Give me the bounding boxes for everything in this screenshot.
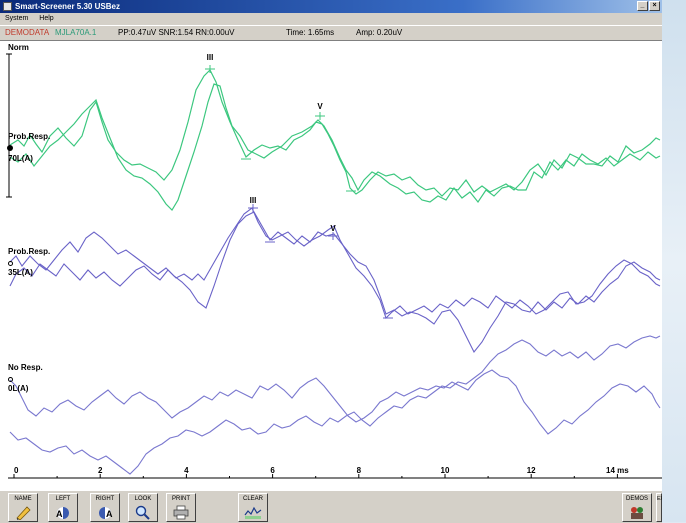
desktop-background [662, 0, 686, 522]
x-tick-label: 2 [98, 466, 103, 475]
magnifier-icon [135, 505, 150, 520]
demos-button-label: DEMOS [625, 496, 648, 502]
x-tick-label: 12 [527, 466, 536, 475]
app-icon [3, 2, 12, 11]
x-tick-label: 14 ms [606, 466, 629, 475]
menu-help[interactable]: Help [39, 15, 54, 22]
right-ear-button[interactable]: RIGHT A [90, 493, 120, 522]
wave-iii-label-mid: III [250, 196, 257, 205]
trace-0l-run1 [9, 369, 661, 435]
close-button[interactable]: × [649, 1, 660, 11]
scale-label: Norm [8, 43, 29, 52]
patient-id: DEMODATA [5, 28, 50, 37]
title-bar: Smart-Screener 5.30 USBez _ × [0, 0, 662, 13]
waveform-plot[interactable]: III V III V 0 2 4 6 8 10 12 14 ms Norm Prob.Res… [0, 40, 662, 488]
print-button[interactable]: PRINT [166, 493, 196, 522]
menu-bar: System Help [0, 13, 662, 25]
left-ear-button[interactable]: LEFT A [48, 493, 78, 522]
look-button[interactable]: LOOK [128, 493, 158, 522]
wave-v-label-mid: V [330, 224, 336, 233]
exit-button-label: EXIT [657, 495, 668, 503]
trace-label-middle: Prob.Resp. [8, 247, 51, 256]
cursor-dot-bottom [8, 377, 13, 382]
look-button-label: LOOK [134, 496, 152, 502]
trace-35l-run1 [9, 211, 661, 354]
app-window: Smart-Screener 5.30 USBez _ × System Hel… [0, 0, 668, 523]
minimize-button[interactable]: _ [637, 1, 648, 11]
trace-label-bottom: No Resp. [8, 363, 43, 372]
pencil-icon [16, 506, 31, 520]
cursor-time: Time: 1.65ms [286, 28, 335, 37]
x-tick-label: 10 [441, 466, 450, 475]
bottom-toolbar: NAME LEFT A RIGHT A LOOK PRINT CLEAR DEM… [0, 490, 668, 523]
left-ear-icon: A [56, 507, 69, 519]
window-title: Smart-Screener 5.30 USBez [15, 2, 120, 11]
clear-button[interactable]: CLEAR [238, 493, 268, 522]
cursor-dot-top [7, 145, 13, 151]
trace-0l-run2 [9, 335, 661, 475]
right-button-label: RIGHT [95, 496, 115, 502]
cursor-dot-middle [8, 261, 13, 266]
name-button-label: NAME [14, 496, 32, 502]
print-button-label: PRINT [172, 496, 190, 502]
wave-iii-label-top: III [207, 53, 214, 62]
x-tick-label: 4 [184, 466, 189, 475]
trace-70l-run1 [9, 68, 661, 197]
svg-text:A: A [56, 509, 63, 519]
cursor-amplitude: Amp: 0.20uV [356, 28, 403, 37]
window-controls: _ × [637, 1, 660, 11]
trace-70l-run2 [9, 83, 661, 211]
x-tick-label: 8 [357, 466, 362, 475]
signal-stats: PP:0.47uV SNR:1.54 RN:0.00uV [118, 28, 235, 37]
name-button[interactable]: NAME [8, 493, 38, 522]
printer-icon [173, 505, 189, 520]
clear-button-label: CLEAR [242, 496, 263, 502]
left-button-label: LEFT [55, 496, 71, 502]
trace-35l-run2 [9, 207, 661, 320]
info-bar: DEMODATA MJLA70A.1 PP:0.47uV SNR:1.54 RN… [0, 25, 662, 41]
level-label-top[interactable]: 70L(A) [8, 154, 33, 163]
right-ear-icon: A [99, 507, 113, 519]
wave-v-label-top: V [317, 102, 323, 111]
demos-button[interactable]: DEMOS [622, 493, 652, 522]
file-name: MJLA70A.1 [55, 28, 97, 37]
level-label-middle[interactable]: 35L(A) [8, 268, 33, 277]
x-tick-label: 0 [14, 466, 19, 475]
clear-waveform-icon [244, 506, 262, 519]
trace-label-top: Prob.Resp. [8, 132, 51, 141]
x-axis: 0 2 4 6 8 10 12 14 ms [13, 466, 629, 478]
demos-icon [631, 507, 643, 519]
menu-system[interactable]: System [5, 15, 29, 22]
x-tick-label: 6 [270, 466, 275, 475]
svg-text:A: A [106, 509, 113, 519]
level-label-bottom[interactable]: 0L(A) [8, 384, 29, 393]
